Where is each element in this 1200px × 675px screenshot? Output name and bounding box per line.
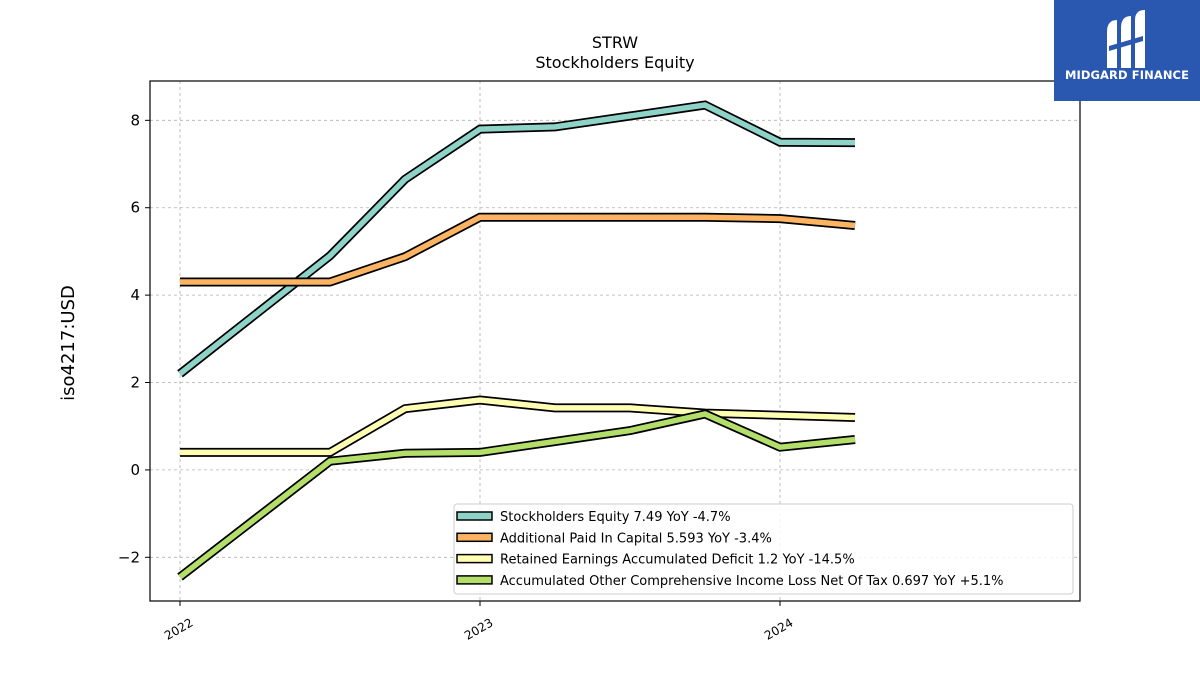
legend: Stockholders Equity 7.49 YoY -4.7% Additi…: [453, 503, 1074, 595]
series-line-2: [180, 397, 856, 456]
legend-label: Additional Paid In Capital 5.593 YoY -3.…: [500, 531, 772, 546]
chart-title: STRW: [592, 33, 638, 52]
series-line-outline-1: [180, 212, 856, 287]
legend-label: Stockholders Equity 7.49 YoY -4.7%: [500, 510, 731, 525]
y-tick-label: 6: [130, 199, 140, 217]
series-line-3: [178, 411, 856, 580]
series-line-1: [180, 214, 856, 285]
legend-swatch: [456, 553, 493, 564]
y-tick-label: 8: [130, 111, 140, 129]
legend-swatch: [456, 532, 493, 543]
y-tick-label: −2: [118, 548, 140, 566]
x-ticks: 2022 2023 2024: [162, 601, 796, 643]
x-tick-label: 2023: [462, 615, 495, 642]
y-axis-label: iso4217:USD: [58, 285, 79, 401]
series-layer: [177, 100, 856, 581]
legend-label: Accumulated Other Comprehensive Income L…: [500, 574, 1004, 589]
legend-swatch: [456, 575, 493, 585]
logo-text: MIDGARD FINANCE: [1064, 68, 1190, 82]
chart-subtitle: Stockholders Equity: [535, 53, 694, 72]
y-tick-label: 4: [130, 286, 140, 304]
y-tick-label: 2: [130, 374, 140, 392]
series-line-0: [178, 102, 856, 376]
y-ticks: −2 0 2 4 6 8: [118, 111, 150, 566]
legend-swatch: [456, 511, 493, 521]
y-tick-label: 0: [130, 461, 140, 479]
plot-frame: [149, 80, 1081, 602]
logo-mark-icon: [1107, 10, 1145, 68]
legend-box: [453, 503, 1074, 595]
grid: [150, 81, 1080, 601]
x-tick-label: 2022: [162, 615, 195, 642]
brand-logo: MIDGARD FINANCE: [1054, 0, 1200, 101]
series-line-outline-0: [177, 100, 856, 378]
legend-label: Retained Earnings Accumulated Deficit 1.…: [500, 553, 855, 568]
x-tick-label: 2024: [762, 615, 795, 642]
